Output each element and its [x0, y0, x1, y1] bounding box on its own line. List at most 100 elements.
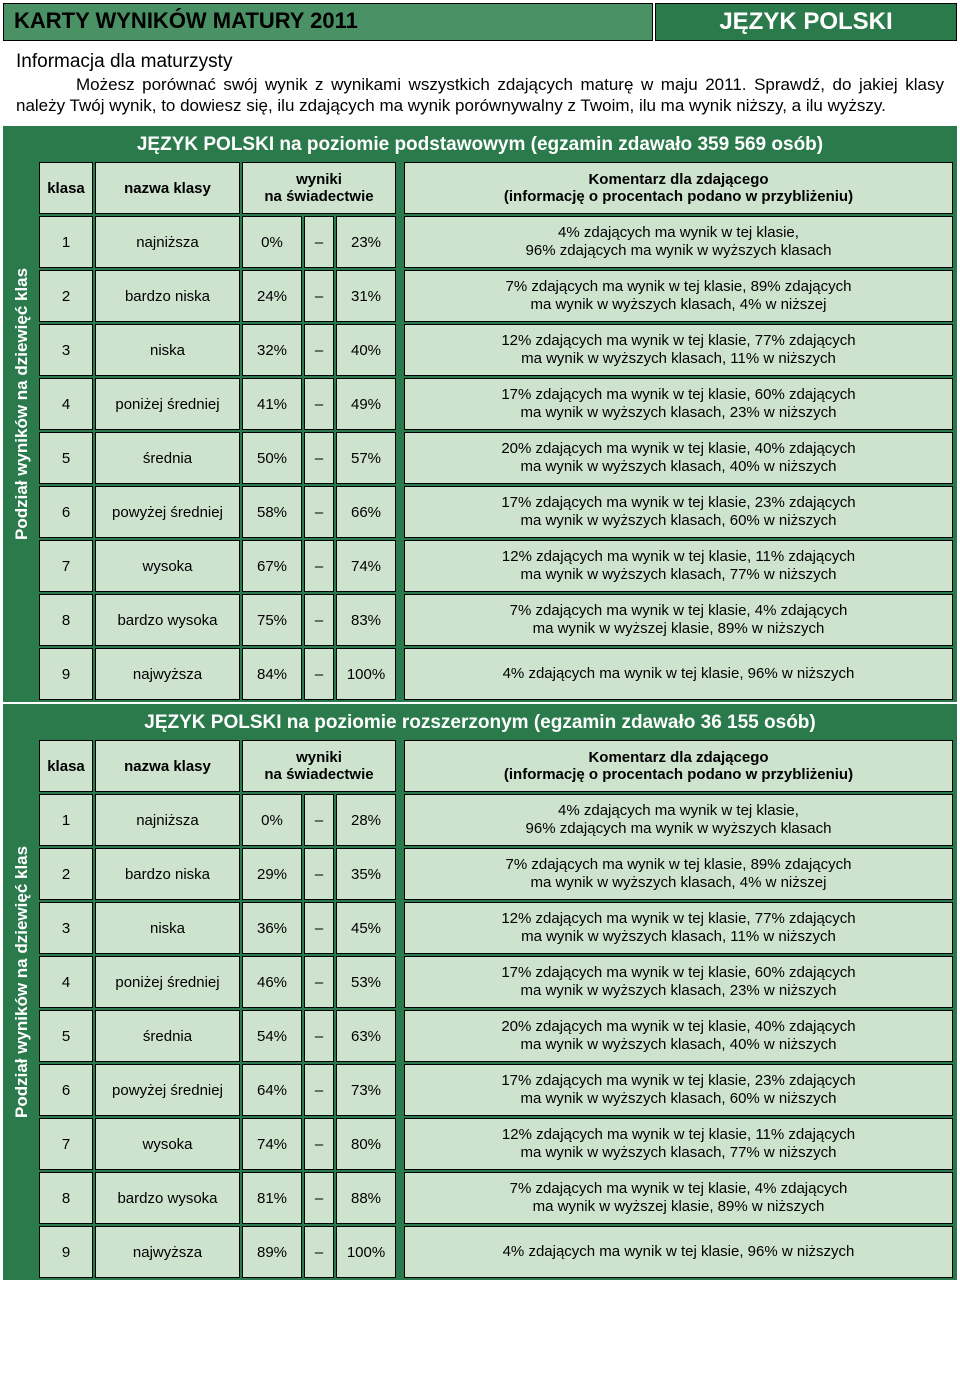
- cell-nazwa: bardzo wysoka: [95, 1172, 240, 1224]
- page-title-right: JĘZYK POLSKI: [655, 3, 957, 41]
- cell-nazwa: niska: [95, 324, 240, 376]
- col-header-nazwa: nazwa klasy: [95, 740, 240, 792]
- cell-klasa: 1: [39, 794, 93, 846]
- cell-nazwa: najwyższa: [95, 648, 240, 700]
- cell-comment: 4% zdających ma wynik w tej klasie, 96% …: [404, 794, 953, 846]
- cell-hi: 73%: [336, 1064, 396, 1116]
- col-header-klasa: klasa: [39, 740, 93, 792]
- cell-lo: 64%: [242, 1064, 302, 1116]
- cell-comment: 4% zdających ma wynik w tej klasie, 96% …: [404, 1226, 953, 1278]
- cell-lo: 32%: [242, 324, 302, 376]
- cell-dash: –: [304, 432, 334, 484]
- cell-hi: 80%: [336, 1118, 396, 1170]
- col-header-komentarz: Komentarz dla zdającego (informację o pr…: [404, 740, 953, 792]
- cell-lo: 36%: [242, 902, 302, 954]
- results-table: Podział wyników na dziewięć klasklasanaz…: [7, 162, 953, 700]
- cell-klasa: 3: [39, 324, 93, 376]
- col-header-wyniki: wyniki na świadectwie: [242, 162, 396, 214]
- cell-nazwa: bardzo niska: [95, 848, 240, 900]
- cell-dash: –: [304, 1172, 334, 1224]
- cell-hi: 57%: [336, 432, 396, 484]
- cell-comment: 12% zdających ma wynik w tej klasie, 77%…: [404, 324, 953, 376]
- cell-hi: 83%: [336, 594, 396, 646]
- section-title: JĘZYK POLSKI na poziomie podstawowym (eg…: [7, 130, 953, 162]
- cell-nazwa: średnia: [95, 432, 240, 484]
- cell-dash: –: [304, 378, 334, 430]
- cell-lo: 46%: [242, 956, 302, 1008]
- cell-nazwa: bardzo niska: [95, 270, 240, 322]
- sidebar-label: Podział wyników na dziewięć klas: [7, 216, 37, 592]
- sidebar-label: Podział wyników na dziewięć klas: [7, 794, 37, 1170]
- cell-klasa: 9: [39, 1226, 93, 1278]
- cell-lo: 84%: [242, 648, 302, 700]
- cell-hi: 74%: [336, 540, 396, 592]
- title-bar: KARTY WYNIKÓW MATURY 2011 JĘZYK POLSKI: [3, 3, 957, 41]
- cell-klasa: 4: [39, 378, 93, 430]
- cell-comment: 17% zdających ma wynik w tej klasie, 60%…: [404, 956, 953, 1008]
- section-container: JĘZYK POLSKI na poziomie rozszerzonym (e…: [3, 704, 957, 1280]
- cell-nazwa: wysoka: [95, 540, 240, 592]
- cell-klasa: 8: [39, 1172, 93, 1224]
- cell-klasa: 6: [39, 1064, 93, 1116]
- col-header-komentarz: Komentarz dla zdającego (informację o pr…: [404, 162, 953, 214]
- cell-dash: –: [304, 486, 334, 538]
- cell-klasa: 5: [39, 432, 93, 484]
- cell-dash: –: [304, 848, 334, 900]
- cell-hi: 100%: [336, 1226, 396, 1278]
- cell-dash: –: [304, 1064, 334, 1116]
- cell-klasa: 2: [39, 270, 93, 322]
- cell-comment: 7% zdających ma wynik w tej klasie, 89% …: [404, 270, 953, 322]
- cell-hi: 53%: [336, 956, 396, 1008]
- cell-nazwa: niska: [95, 902, 240, 954]
- cell-lo: 0%: [242, 216, 302, 268]
- cell-nazwa: najwyższa: [95, 1226, 240, 1278]
- cell-klasa: 8: [39, 594, 93, 646]
- cell-klasa: 4: [39, 956, 93, 1008]
- intro-block: Informacja dla maturzysty Możesz porówna…: [0, 44, 960, 126]
- cell-dash: –: [304, 902, 334, 954]
- cell-nazwa: najniższa: [95, 216, 240, 268]
- cell-hi: 49%: [336, 378, 396, 430]
- cell-comment: 17% zdających ma wynik w tej klasie, 23%…: [404, 1064, 953, 1116]
- cell-nazwa: powyżej średniej: [95, 1064, 240, 1116]
- cell-comment: 7% zdających ma wynik w tej klasie, 4% z…: [404, 1172, 953, 1224]
- cell-klasa: 3: [39, 902, 93, 954]
- cell-comment: 12% zdających ma wynik w tej klasie, 11%…: [404, 1118, 953, 1170]
- intro-line: Możesz porównać swój wynik z wynikami ws…: [16, 74, 944, 117]
- cell-comment: 20% zdających ma wynik w tej klasie, 40%…: [404, 1010, 953, 1062]
- cell-dash: –: [304, 1010, 334, 1062]
- cell-comment: 7% zdających ma wynik w tej klasie, 89% …: [404, 848, 953, 900]
- cell-hi: 88%: [336, 1172, 396, 1224]
- cell-lo: 81%: [242, 1172, 302, 1224]
- cell-nazwa: wysoka: [95, 1118, 240, 1170]
- cell-dash: –: [304, 648, 334, 700]
- section-title: JĘZYK POLSKI na poziomie rozszerzonym (e…: [7, 708, 953, 740]
- cell-comment: 17% zdających ma wynik w tej klasie, 23%…: [404, 486, 953, 538]
- cell-dash: –: [304, 1118, 334, 1170]
- cell-comment: 20% zdających ma wynik w tej klasie, 40%…: [404, 432, 953, 484]
- cell-lo: 50%: [242, 432, 302, 484]
- cell-klasa: 2: [39, 848, 93, 900]
- cell-lo: 0%: [242, 794, 302, 846]
- cell-dash: –: [304, 794, 334, 846]
- cell-dash: –: [304, 1226, 334, 1278]
- cell-nazwa: najniższa: [95, 794, 240, 846]
- cell-nazwa: średnia: [95, 1010, 240, 1062]
- cell-nazwa: bardzo wysoka: [95, 594, 240, 646]
- cell-hi: 40%: [336, 324, 396, 376]
- col-header-nazwa: nazwa klasy: [95, 162, 240, 214]
- cell-dash: –: [304, 324, 334, 376]
- cell-dash: –: [304, 270, 334, 322]
- cell-hi: 35%: [336, 848, 396, 900]
- cell-comment: 7% zdających ma wynik w tej klasie, 4% z…: [404, 594, 953, 646]
- cell-hi: 31%: [336, 270, 396, 322]
- cell-klasa: 7: [39, 540, 93, 592]
- cell-comment: 12% zdających ma wynik w tej klasie, 11%…: [404, 540, 953, 592]
- cell-hi: 45%: [336, 902, 396, 954]
- cell-klasa: 1: [39, 216, 93, 268]
- cell-lo: 74%: [242, 1118, 302, 1170]
- cell-comment: 4% zdających ma wynik w tej klasie, 96% …: [404, 648, 953, 700]
- cell-comment: 4% zdających ma wynik w tej klasie, 96% …: [404, 216, 953, 268]
- cell-klasa: 5: [39, 1010, 93, 1062]
- cell-dash: –: [304, 956, 334, 1008]
